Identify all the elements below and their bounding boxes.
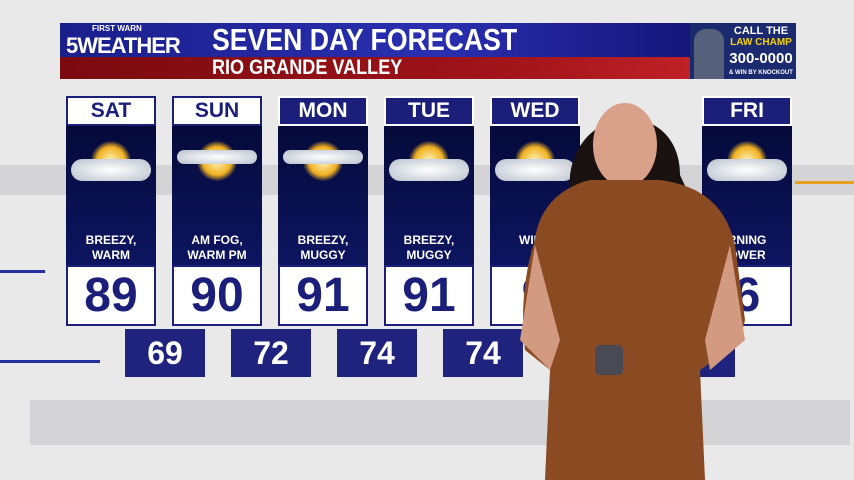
logo-tagline: FIRST WARN bbox=[92, 24, 142, 33]
cloud-icon bbox=[283, 150, 363, 164]
day-card-sat: SAT BREEZY, WARM 89 bbox=[66, 96, 156, 326]
condition-line: BREEZY, bbox=[85, 233, 137, 247]
condition-line: WARM PM bbox=[187, 248, 247, 262]
low-temp: 74 bbox=[443, 329, 523, 377]
partly-cloudy-icon: BREEZY, MUGGY bbox=[384, 126, 474, 265]
condition-line: BREEZY, bbox=[297, 233, 349, 247]
high-temp: 91 bbox=[384, 265, 474, 326]
logo-wordmark: 5WEATHER bbox=[66, 33, 181, 58]
day-label: FRI bbox=[702, 96, 792, 126]
accent-line bbox=[795, 181, 854, 184]
condition-text: BREEZY, MUGGY bbox=[384, 233, 474, 263]
station-logo: FIRST WARN 5WEATHER bbox=[66, 23, 206, 57]
day-card-sun: SUN AM FOG, WARM PM 90 bbox=[172, 96, 262, 326]
condition-text: AM FOG, WARM PM bbox=[172, 233, 262, 263]
condition-line: WARM bbox=[92, 248, 130, 262]
condition-line: MUGGY bbox=[300, 248, 346, 262]
cloud-icon bbox=[389, 159, 469, 181]
page-title: SEVEN DAY FORECAST bbox=[212, 22, 518, 57]
ad-person-image bbox=[694, 29, 724, 79]
condition-line: MUGGY bbox=[406, 248, 452, 262]
cloud-icon bbox=[707, 159, 787, 181]
day-label: SUN bbox=[172, 96, 262, 126]
cloud-icon bbox=[71, 159, 151, 181]
day-label: SAT bbox=[66, 96, 156, 126]
ad-line: LAW CHAMP bbox=[730, 37, 792, 48]
low-temp: 69 bbox=[125, 329, 205, 377]
accent-line bbox=[0, 270, 45, 273]
condition-text: RNING OWER bbox=[702, 233, 792, 263]
high-temp: 91 bbox=[278, 265, 368, 326]
background-stripe bbox=[30, 400, 850, 445]
condition-line: AM FOG, bbox=[191, 233, 243, 247]
condition-line: RNING bbox=[727, 233, 767, 247]
condition-line: BREEZY, bbox=[403, 233, 455, 247]
ad-line: CALL THE bbox=[733, 25, 789, 37]
low-temp: 74 bbox=[337, 329, 417, 377]
region-label: RIO GRANDE VALLEY bbox=[212, 56, 403, 79]
day-card-mon: MON BREEZY, MUGGY 91 bbox=[278, 96, 368, 326]
day-label: WED bbox=[490, 96, 580, 126]
partly-cloudy-icon: BREEZY, WARM bbox=[66, 126, 156, 265]
high-temp: 89 bbox=[66, 265, 156, 326]
ad-phone: 300-0000 bbox=[729, 50, 793, 67]
cloud-icon bbox=[177, 150, 257, 164]
fog-sun-icon: BREEZY, MUGGY bbox=[278, 126, 368, 265]
low-temp: 72 bbox=[231, 329, 311, 377]
cloud-icon bbox=[495, 159, 575, 181]
accent-line bbox=[0, 360, 100, 363]
partly-cloudy-icon: RNING OWER bbox=[702, 126, 792, 265]
day-label: MON bbox=[278, 96, 368, 126]
day-label: TUE bbox=[384, 96, 474, 126]
fog-sun-icon: AM FOG, WARM PM bbox=[172, 126, 262, 265]
header-bar bbox=[60, 23, 690, 57]
condition-line: OWER bbox=[728, 248, 766, 262]
sponsor-ad: CALL THE LAW CHAMP 300-0000 & WIN BY KNO… bbox=[690, 23, 796, 79]
subheader-bar bbox=[60, 57, 690, 79]
condition-text: BREEZY, WARM bbox=[66, 233, 156, 263]
day-card-tue: TUE BREEZY, MUGGY 91 bbox=[384, 96, 474, 326]
presenter bbox=[520, 103, 745, 480]
ad-line: & WIN BY KNOCKOUT bbox=[729, 70, 793, 76]
high-temp: 90 bbox=[172, 265, 262, 326]
condition-text: BREEZY, MUGGY bbox=[278, 233, 368, 263]
